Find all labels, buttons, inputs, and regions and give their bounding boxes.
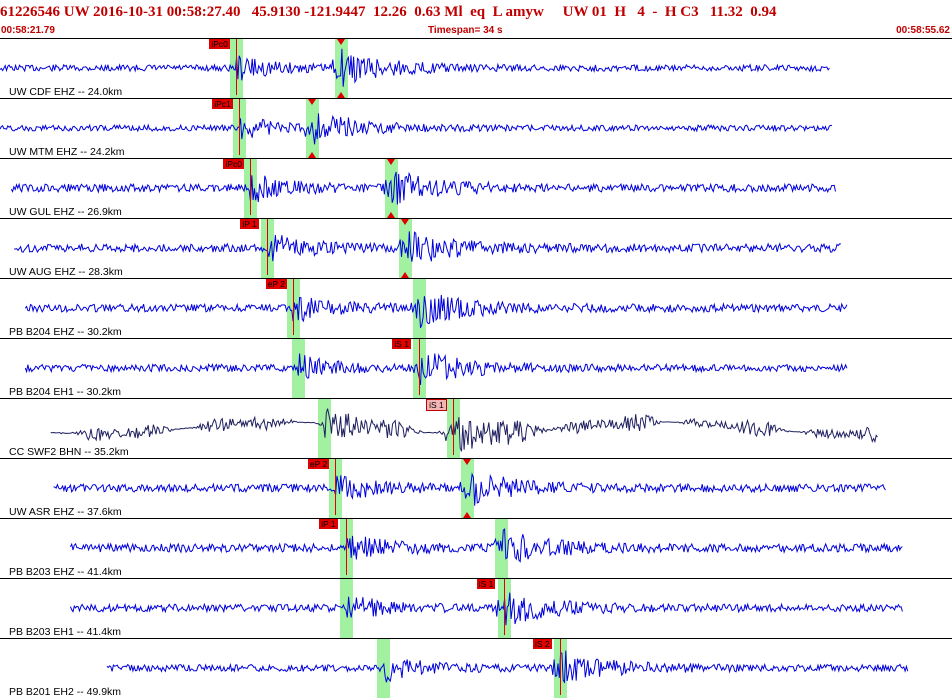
s-arrival-marker-bottom [463,512,472,518]
s-pick-line[interactable] [419,339,421,395]
seismogram-panel[interactable]: iP 1 UW AUG EHZ -- 28.3km [0,218,952,278]
s-pick-flag[interactable]: iS 1 [392,339,411,349]
p-pick-line[interactable] [236,39,238,95]
waveform-path [69,528,903,563]
seismogram-panel[interactable]: iPc0 UW CDF EHZ -- 24.0km [0,38,952,98]
p-phase-window [340,579,354,638]
waveform-trace [106,650,909,684]
p-pick-flag[interactable]: iPc0 [223,159,244,169]
waveform-trace [50,408,878,452]
p-pick-line[interactable] [250,159,252,215]
waveform-trace [24,353,848,385]
waveform-trace [69,592,903,626]
waveform-trace [24,294,848,329]
s-pick-line[interactable] [453,399,455,455]
seismogram-panel[interactable]: iS 1 PB B204 EH1 -- 30.2km [0,338,952,398]
s-arrival-marker-bottom [401,272,410,278]
seismogram-panel[interactable]: iS 1 PB B203 EH1 -- 41.4km [0,578,952,638]
waveform-path [24,353,848,385]
channel-label: UW MTM EHZ -- 24.2km [9,146,125,158]
s-pick-flag[interactable]: iS 1 [426,399,447,411]
s-arrival-marker-bottom [336,92,345,98]
s-pick-flag[interactable]: iS 2 [533,639,552,649]
waveform-trace [0,113,832,145]
p-pick-line[interactable] [267,219,269,275]
channel-label: UW ASR EHZ -- 37.6km [9,506,122,518]
channel-label: UW AUG EHZ -- 28.3km [9,266,123,278]
s-arrival-marker-bottom [387,212,396,218]
channel-label: PB B203 EH1 -- 41.4km [9,626,122,638]
waveform-trace [69,528,903,563]
channel-label: CC SWF2 BHN -- 35.2km [9,446,129,458]
s-phase-window [461,459,475,518]
p-pick-flag[interactable]: iPc0 [209,39,230,49]
p-pick-line[interactable] [334,459,336,515]
s-pick-line[interactable] [503,579,505,635]
waveform-path [24,294,848,329]
waveform-trace [13,231,841,262]
p-pick-line[interactable] [346,519,348,575]
waveform-trace [10,171,836,205]
waveform-path [69,592,903,626]
seismogram-panel[interactable]: iS 1 CC SWF2 BHN -- 35.2km [0,398,952,458]
waveform-path [13,231,841,262]
channel-label: PB B203 EHZ -- 41.4km [9,566,122,578]
p-pick-flag[interactable]: iP 1 [319,519,338,529]
channel-label: PB B204 EH1 -- 30.2km [9,386,122,398]
waveform-path [0,113,832,145]
event-header: 61226546 UW 2016-10-31 00:58:27.40 45.91… [0,4,777,20]
waveform-path [50,408,878,452]
seismogram-panel[interactable]: iPc0 UW GUL EHZ -- 26.9km [0,158,952,218]
p-phase-window [376,639,390,698]
s-pick-line[interactable] [560,639,561,695]
p-pick-flag[interactable]: iP 1 [240,219,259,229]
waveform-path [53,472,886,506]
waveform-trace [53,472,886,506]
time-info-bar: 00:58:21.79 Timespan= 34 s 00:58:55.62 [0,24,952,38]
s-arrival-marker-top [401,219,410,225]
seismogram-panels[interactable]: iPc0 UW CDF EHZ -- 24.0km iPc1 UW MTM EHZ -… [0,38,952,700]
p-pick-line[interactable] [239,99,241,155]
p-pick-line[interactable] [292,279,294,335]
waveform-path [106,650,909,684]
waveform-path [10,171,836,205]
channel-label: UW GUL EHZ -- 26.9km [9,206,122,218]
p-pick-flag[interactable]: eP 2 [307,459,330,469]
timespan-label: Timespan= 34 s [428,25,503,36]
channel-label: PB B204 EHZ -- 30.2km [9,326,122,338]
waveform-trace [0,48,830,87]
start-time: 00:58:21.79 [1,25,55,36]
s-arrival-marker-top [336,39,345,45]
channel-label: PB B201 EH2 -- 49.9km [9,686,122,698]
seismogram-panel[interactable]: iP 1 PB B203 EHZ -- 41.4km [0,518,952,578]
s-pick-flag[interactable]: iS 1 [476,579,496,589]
end-time: 00:58:55.62 [896,25,950,36]
waveform-path [0,48,830,87]
channel-label: UW CDF EHZ -- 24.0km [9,86,123,98]
seismogram-panel[interactable]: iPc1 UW MTM EHZ -- 24.2km [0,98,952,158]
p-pick-flag[interactable]: eP 2 [265,279,287,289]
p-pick-flag[interactable]: iPc1 [212,99,233,109]
seismogram-panel[interactable]: iS 2 PB B201 EH2 -- 49.9km [0,638,952,698]
s-arrival-marker-bottom [308,152,317,158]
s-arrival-marker-top [387,159,396,165]
s-arrival-marker-top [463,459,472,465]
s-arrival-marker-top [308,99,317,105]
seismogram-panel[interactable]: eP 2 UW ASR EHZ -- 37.6km [0,458,952,518]
seismogram-panel[interactable]: eP 2 PB B204 EHZ -- 30.2km [0,278,952,338]
